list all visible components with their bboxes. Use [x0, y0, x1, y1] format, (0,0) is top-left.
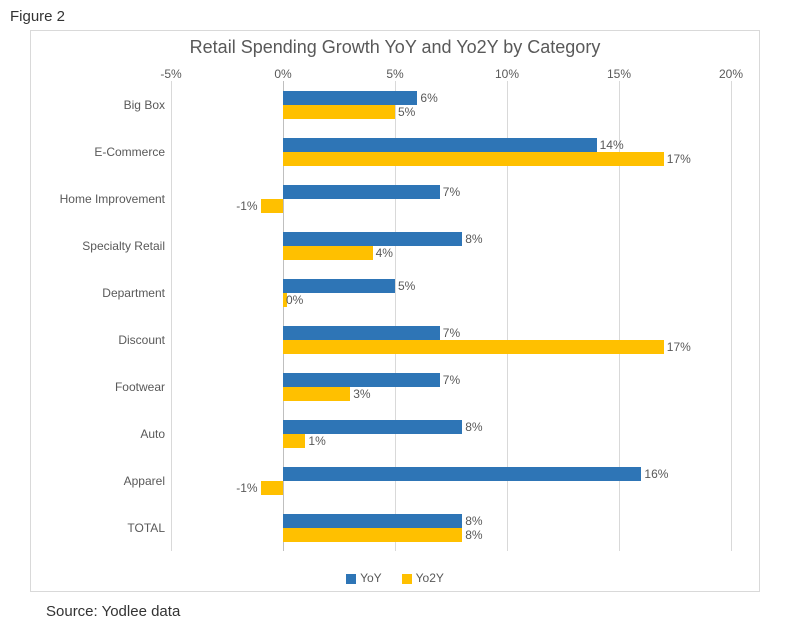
- bar: [261, 481, 283, 495]
- bar: [283, 387, 350, 401]
- bar: [283, 91, 417, 105]
- category-group: Auto8%1%: [171, 410, 731, 457]
- category-label: Specialty Retail: [82, 239, 171, 253]
- x-tick-label: 15%: [607, 67, 631, 81]
- bar: [283, 434, 305, 448]
- category-label: Auto: [140, 427, 171, 441]
- legend-item: Yo2Y: [402, 571, 444, 585]
- bar: [283, 185, 440, 199]
- bar-value-label: 5%: [398, 279, 415, 293]
- bar-value-label: 8%: [465, 420, 482, 434]
- category-group: Specialty Retail8%4%: [171, 222, 731, 269]
- category-label: Apparel: [124, 474, 171, 488]
- bar: [283, 279, 395, 293]
- category-group: Big Box6%5%: [171, 81, 731, 128]
- bar: [283, 340, 664, 354]
- category-label: Big Box: [124, 98, 171, 112]
- x-tick-label: 10%: [495, 67, 519, 81]
- category-label: E-Commerce: [94, 145, 171, 159]
- category-label: Department: [102, 286, 171, 300]
- category-group: TOTAL8%8%: [171, 504, 731, 551]
- category-group: Footwear7%3%: [171, 363, 731, 410]
- bar-value-label: -1%: [236, 199, 257, 213]
- source-text: Source: Yodlee data: [46, 603, 180, 620]
- bar-value-label: 1%: [308, 434, 325, 448]
- bar-value-label: 3%: [353, 387, 370, 401]
- x-tick-label: 0%: [274, 67, 291, 81]
- bar-value-label: 8%: [465, 232, 482, 246]
- category-group: Department5%0%: [171, 269, 731, 316]
- category-group: E-Commerce14%17%: [171, 128, 731, 175]
- x-tick-label: 5%: [386, 67, 403, 81]
- legend-label: YoY: [360, 571, 382, 585]
- bar: [283, 420, 462, 434]
- chart-frame: Retail Spending Growth YoY and Yo2Y by C…: [30, 30, 760, 592]
- bar-value-label: 7%: [443, 326, 460, 340]
- bar: [283, 467, 641, 481]
- category-group: Apparel16%-1%: [171, 457, 731, 504]
- bar-value-label: 7%: [443, 185, 460, 199]
- category-label: Home Improvement: [60, 192, 171, 206]
- legend: YoY Yo2Y: [31, 571, 759, 585]
- bar-value-label: 8%: [465, 528, 482, 542]
- category-group: Discount7%17%: [171, 316, 731, 363]
- chart-title: Retail Spending Growth YoY and Yo2Y by C…: [31, 31, 759, 58]
- bar-value-label: 7%: [443, 373, 460, 387]
- bar: [261, 199, 283, 213]
- legend-swatch: [402, 574, 412, 584]
- category-label: Footwear: [115, 380, 171, 394]
- category-label: TOTAL: [127, 521, 171, 535]
- bar-value-label: 16%: [644, 467, 668, 481]
- bar-value-label: 6%: [420, 91, 437, 105]
- bar-value-label: 14%: [600, 138, 624, 152]
- x-tick-label: 20%: [719, 67, 743, 81]
- bar: [283, 373, 440, 387]
- bar-value-label: 0%: [286, 293, 303, 307]
- bar-value-label: 17%: [667, 152, 691, 166]
- legend-label: Yo2Y: [416, 571, 444, 585]
- bar: [283, 246, 373, 260]
- legend-swatch: [346, 574, 356, 584]
- legend-item: YoY: [346, 571, 382, 585]
- bar: [283, 105, 395, 119]
- bar: [283, 326, 440, 340]
- bar: [283, 152, 664, 166]
- category-label: Discount: [118, 333, 171, 347]
- gridline: [731, 81, 732, 551]
- bar-value-label: 4%: [376, 246, 393, 260]
- plot-area: Big Box6%5%E-Commerce14%17%Home Improvem…: [171, 81, 731, 551]
- bar: [283, 528, 462, 542]
- x-tick-label: -5%: [160, 67, 181, 81]
- bar: [283, 232, 462, 246]
- bar-value-label: 17%: [667, 340, 691, 354]
- bar-value-label: 8%: [465, 514, 482, 528]
- bar-value-label: 5%: [398, 105, 415, 119]
- bar-value-label: -1%: [236, 481, 257, 495]
- bar: [283, 514, 462, 528]
- category-group: Home Improvement7%-1%: [171, 175, 731, 222]
- bar: [283, 138, 597, 152]
- figure-label: Figure 2: [10, 8, 65, 25]
